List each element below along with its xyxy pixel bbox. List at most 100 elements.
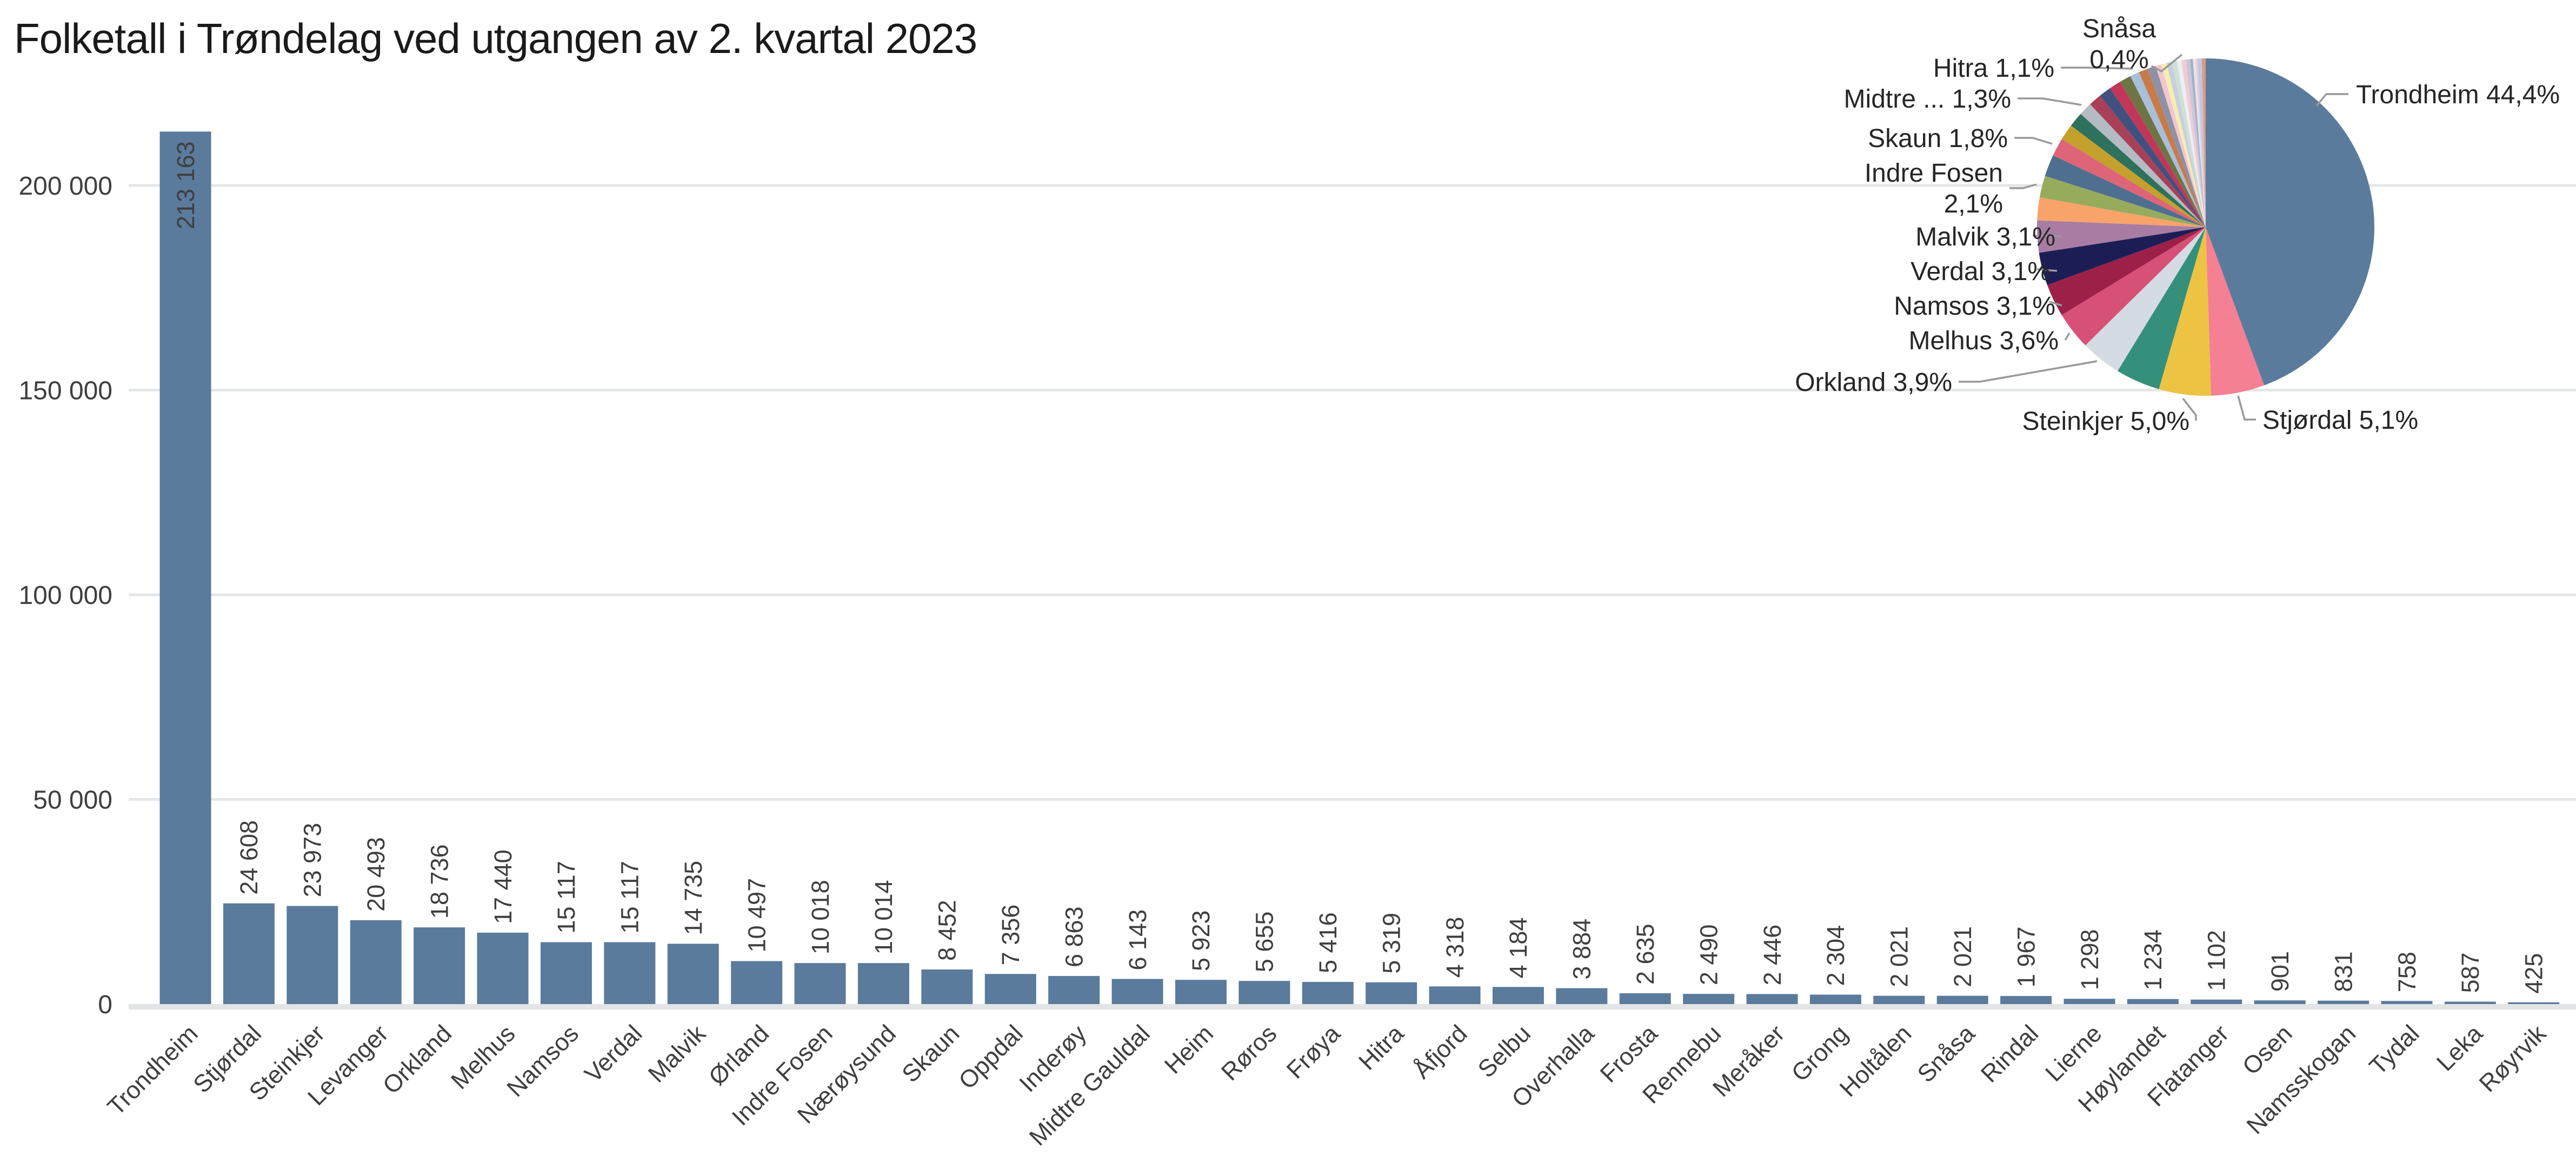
pie-slice-Melhus bbox=[2061, 227, 2206, 346]
bar-value-label: 5 319 bbox=[1377, 913, 1405, 974]
bar-Verdal bbox=[604, 942, 656, 1004]
bar-Stjørdal bbox=[223, 903, 275, 1004]
bar-value-label: 6 143 bbox=[1124, 909, 1151, 971]
pie-slice-Snåsa bbox=[2181, 59, 2206, 227]
bar-Steinkjer bbox=[287, 906, 338, 1004]
bar-Meråker bbox=[1746, 994, 1798, 1004]
pie-slice-Osen bbox=[2198, 58, 2206, 227]
pie-label: Melhus 3,6% bbox=[1909, 327, 2059, 355]
pie-label-leaders bbox=[1959, 54, 2348, 421]
bar-value-label: 4 318 bbox=[1441, 917, 1469, 978]
bar-value-label: 425 bbox=[2520, 953, 2548, 994]
pie-slice-Tydal bbox=[2201, 58, 2206, 228]
pie-slice-Malvik bbox=[2037, 220, 2206, 253]
bar-value-label: 831 bbox=[2329, 952, 2357, 992]
y-axis-tick-label: 0 bbox=[98, 991, 112, 1019]
x-axis-label: Røros bbox=[1216, 1020, 1282, 1086]
x-axis-label: Namsskogan bbox=[2241, 1020, 2361, 1140]
bar-Rindal bbox=[2000, 996, 2052, 1004]
pie-slice-Nærøysund bbox=[2045, 155, 2206, 227]
page-title: Folketall i Trøndelag ved utgangen av 2.… bbox=[14, 15, 977, 62]
pie-slice-Frøya bbox=[2109, 82, 2206, 228]
bar-Trondheim bbox=[159, 131, 211, 1005]
x-axis-label: Leka bbox=[2431, 1019, 2488, 1077]
bar-Leka bbox=[2444, 1001, 2496, 1004]
pie-slice-Hitra bbox=[2120, 76, 2206, 227]
bar-value-label: 20 493 bbox=[362, 837, 390, 912]
bar-value-label: 901 bbox=[2266, 951, 2294, 992]
pie-slice-Trondheim bbox=[2206, 58, 2374, 386]
pie-slice-Heim bbox=[2090, 95, 2206, 227]
bar-Malvik bbox=[667, 944, 719, 1004]
pie-label-leader bbox=[2036, 268, 2058, 272]
bar-value-label: 5 655 bbox=[1251, 912, 1279, 973]
pie-label: Skaun 1,8% bbox=[1868, 124, 2008, 153]
pie-label: Stjørdal 5,1% bbox=[2262, 406, 2418, 435]
x-axis-label: Snåsa bbox=[1912, 1019, 1981, 1088]
pie-label: Verdal 3,1% bbox=[1911, 257, 2051, 286]
bar-Selbu bbox=[1492, 987, 1544, 1004]
pie-label: Malvik 3,1% bbox=[1915, 223, 2055, 251]
pie-slice-Meråker bbox=[2166, 62, 2206, 227]
x-axis-label: Meråker bbox=[1707, 1020, 1790, 1102]
bar-Flatanger bbox=[2191, 999, 2242, 1004]
pie-label: 2,1% bbox=[1944, 190, 2003, 218]
bar-Frøya bbox=[1302, 982, 1354, 1004]
bar-value-label: 24 608 bbox=[235, 820, 263, 895]
x-axis-label: Namsos bbox=[501, 1020, 584, 1102]
bar-value-label: 587 bbox=[2457, 952, 2484, 993]
pie-label: Hitra 1,1% bbox=[1933, 54, 2054, 83]
bar-Orkland bbox=[414, 927, 465, 1004]
bar-Namsskogan bbox=[2318, 1000, 2369, 1004]
bar-value-label: 1 102 bbox=[2203, 930, 2231, 991]
bar-Røyrvik bbox=[2508, 1002, 2560, 1004]
bar-value-labels: 213 163 24 608 23 973 20 493 18 736 17 440 15 … bbox=[172, 141, 2548, 993]
bar-Oppdal bbox=[984, 974, 1036, 1004]
bar-value-label: 5 923 bbox=[1187, 911, 1215, 972]
bar-value-label: 10 014 bbox=[870, 880, 897, 955]
bar-value-label: 7 356 bbox=[997, 905, 1024, 966]
pie-slice-Namsskogan bbox=[2200, 58, 2206, 227]
bar-Rennebu bbox=[1683, 994, 1735, 1004]
bar-value-label: 10 018 bbox=[807, 880, 834, 955]
x-axis-label: Røyrvik bbox=[2474, 1019, 2552, 1097]
bar-value-label: 23 973 bbox=[299, 823, 327, 898]
pie-slice-Ørland bbox=[2037, 197, 2206, 227]
pie-label: Steinkjer 5,0% bbox=[2022, 407, 2190, 436]
y-axis-tick-label: 50 000 bbox=[33, 786, 112, 814]
bar-Levanger bbox=[350, 920, 402, 1004]
bar-value-label: 758 bbox=[2393, 952, 2421, 992]
pie-label-leader bbox=[2237, 395, 2256, 421]
y-axis-tick-label: 200 000 bbox=[18, 172, 112, 201]
x-axis-labels: TrondheimStjørdalSteinkjerLevangerOrklan… bbox=[102, 1019, 2552, 1151]
pie-label-leader bbox=[1959, 360, 2098, 383]
pie-label-leader bbox=[2049, 301, 2062, 307]
bar-value-label: 2 021 bbox=[1949, 926, 1976, 987]
bar-Holtålen bbox=[1873, 995, 1925, 1004]
pie-label-leader bbox=[2009, 183, 2037, 189]
pie-slice-Selbu bbox=[2139, 69, 2206, 227]
pie-chart bbox=[2037, 58, 2374, 396]
bar-value-label: 17 440 bbox=[489, 849, 517, 924]
pie-slice-Rennebu bbox=[2161, 63, 2206, 227]
pie-slice-Frosta bbox=[2155, 64, 2206, 228]
bar-value-label: 2 490 bbox=[1695, 925, 1722, 986]
pie-slice-Lierne bbox=[2189, 58, 2206, 227]
y-axis-tick-label: 100 000 bbox=[18, 581, 112, 610]
x-axis-label: Orkland bbox=[377, 1020, 457, 1099]
bar-value-label: 1 967 bbox=[2012, 926, 2040, 987]
bar-value-label: 2 635 bbox=[1632, 924, 1659, 985]
bar-Inderøy bbox=[1048, 976, 1100, 1004]
pie-label: Orkland 3,9% bbox=[1795, 368, 1952, 397]
bar-value-label: 5 416 bbox=[1314, 912, 1342, 973]
pie-slice-Grong bbox=[2172, 61, 2206, 227]
bar-value-label: 6 863 bbox=[1060, 906, 1088, 967]
pie-slice-Åfjord bbox=[2130, 72, 2206, 227]
pie-slice-Namsos bbox=[2047, 227, 2206, 315]
bar-value-label: 2 304 bbox=[1822, 925, 1849, 986]
x-axis-label: Malvik bbox=[643, 1019, 711, 1088]
x-axis-label: Skaun bbox=[896, 1020, 964, 1088]
pie-slice-Skaun bbox=[2053, 139, 2206, 227]
bar-value-label: 15 117 bbox=[616, 861, 644, 933]
